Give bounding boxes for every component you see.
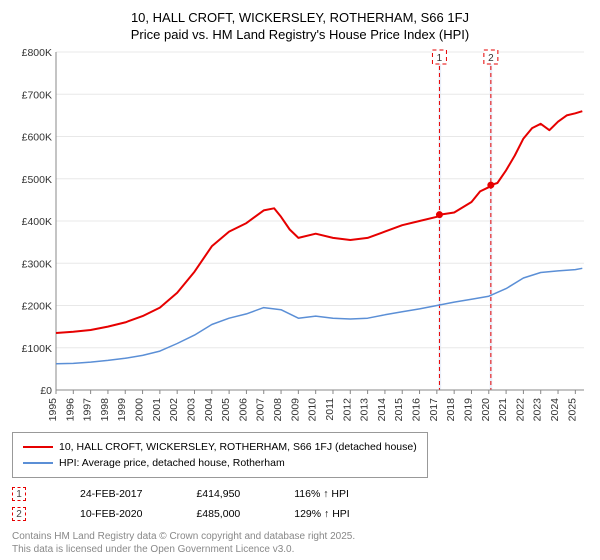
marker-pct-2: 129% ↑ HPI: [294, 508, 349, 520]
chart-title: 10, HALL CROFT, WICKERSLEY, ROTHERHAM, S…: [12, 10, 588, 25]
legend-box: 10, HALL CROFT, WICKERSLEY, ROTHERHAM, S…: [12, 432, 428, 478]
marker-pct-1: 116% ↑ HPI: [294, 488, 349, 500]
svg-text:1997: 1997: [82, 398, 94, 422]
svg-text:1995: 1995: [47, 398, 59, 422]
legend-row-1: 10, HALL CROFT, WICKERSLEY, ROTHERHAM, S…: [23, 439, 417, 455]
svg-text:2020: 2020: [480, 398, 492, 422]
svg-text:2007: 2007: [255, 398, 267, 422]
svg-text:2019: 2019: [462, 398, 474, 422]
svg-text:£400K: £400K: [22, 216, 52, 228]
svg-text:2003: 2003: [185, 398, 197, 422]
svg-text:2017: 2017: [428, 398, 440, 422]
markers-table: 1 24-FEB-2017 £414,950 116% ↑ HPI 2 10-F…: [12, 484, 588, 524]
chart-container: 10, HALL CROFT, WICKERSLEY, ROTHERHAM, S…: [0, 0, 600, 560]
marker-row-1: 1 24-FEB-2017 £414,950 116% ↑ HPI: [12, 484, 588, 504]
svg-text:1: 1: [437, 53, 443, 64]
svg-text:2024: 2024: [549, 398, 561, 422]
marker-price-2: £485,000: [196, 508, 240, 520]
svg-text:2023: 2023: [532, 398, 544, 422]
svg-text:2011: 2011: [324, 398, 336, 421]
svg-text:£800K: £800K: [22, 48, 52, 59]
svg-text:2004: 2004: [203, 398, 215, 422]
marker-row-2: 2 10-FEB-2020 £485,000 129% ↑ HPI: [12, 504, 588, 524]
svg-text:2: 2: [488, 53, 494, 64]
marker-price-1: £414,950: [196, 488, 240, 500]
svg-text:£200K: £200K: [22, 301, 52, 313]
svg-text:£500K: £500K: [22, 174, 52, 186]
svg-text:£600K: £600K: [22, 132, 52, 144]
svg-text:2021: 2021: [497, 398, 509, 422]
svg-text:2001: 2001: [151, 398, 163, 422]
copyright-line-2: This data is licensed under the Open Gov…: [12, 543, 588, 556]
svg-text:2022: 2022: [514, 398, 526, 422]
svg-text:2005: 2005: [220, 398, 232, 422]
marker-badge-2: 2: [12, 507, 26, 521]
svg-text:2012: 2012: [341, 398, 353, 422]
legend-swatch-1: [23, 446, 53, 448]
svg-text:1998: 1998: [99, 398, 111, 422]
svg-text:£0: £0: [40, 385, 52, 397]
marker-date-1: 24-FEB-2017: [80, 488, 142, 500]
legend-label-1: 10, HALL CROFT, WICKERSLEY, ROTHERHAM, S…: [59, 441, 417, 453]
legend-label-2: HPI: Average price, detached house, Roth…: [59, 457, 285, 469]
svg-text:2008: 2008: [272, 398, 284, 422]
svg-text:2016: 2016: [411, 398, 423, 422]
svg-text:2010: 2010: [307, 398, 319, 422]
plot-svg: £0 £100K £200K £300K £400K £500K £600K £700K £80…: [12, 48, 588, 426]
svg-text:£100K: £100K: [22, 343, 52, 355]
svg-text:2006: 2006: [237, 398, 249, 422]
marker-badge-1: 1: [12, 487, 26, 501]
copyright-line-1: Contains HM Land Registry data © Crown c…: [12, 530, 588, 543]
svg-text:2009: 2009: [289, 398, 301, 422]
legend-row-2: HPI: Average price, detached house, Roth…: [23, 455, 417, 471]
legend-swatch-2: [23, 462, 53, 464]
svg-text:£300K: £300K: [22, 258, 52, 270]
svg-text:£700K: £700K: [22, 89, 52, 101]
chart-subtitle: Price paid vs. HM Land Registry's House …: [12, 27, 588, 42]
svg-text:2018: 2018: [445, 398, 457, 422]
svg-text:2013: 2013: [359, 398, 371, 422]
svg-text:2000: 2000: [134, 398, 146, 422]
svg-text:2015: 2015: [393, 398, 405, 422]
copyright: Contains HM Land Registry data © Crown c…: [12, 530, 588, 556]
svg-text:2014: 2014: [376, 398, 388, 422]
svg-text:1999: 1999: [116, 398, 128, 422]
svg-text:1996: 1996: [64, 398, 76, 422]
svg-text:2002: 2002: [168, 398, 180, 422]
svg-text:2025: 2025: [566, 398, 578, 422]
marker-date-2: 10-FEB-2020: [80, 508, 142, 520]
chart-plot: £0 £100K £200K £300K £400K £500K £600K £700K £80…: [12, 48, 588, 426]
